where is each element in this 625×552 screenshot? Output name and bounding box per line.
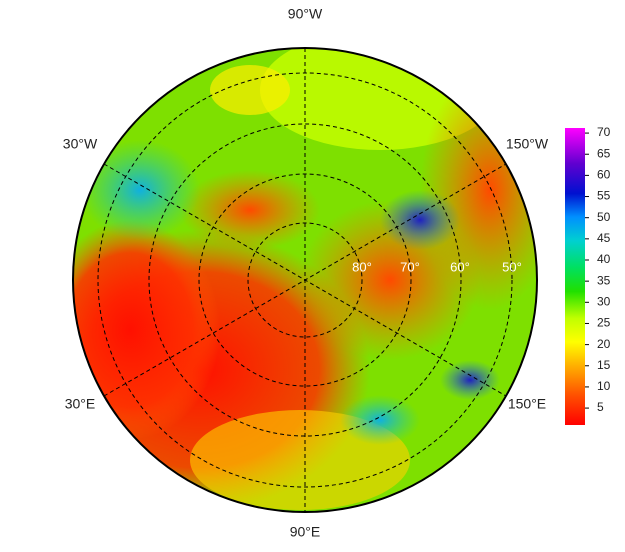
colorbar-tick-label: 50 — [597, 210, 611, 224]
latitude-label: 50° — [502, 259, 522, 274]
colorbar-tick-label: 40 — [597, 252, 611, 266]
colorbar-tick-label: 15 — [597, 358, 611, 372]
colorbar-tick-label: 60 — [597, 168, 611, 182]
colorbar-tick-label: 35 — [597, 273, 611, 287]
longitude-label: 30°W — [63, 136, 98, 152]
latitude-label: 80° — [352, 259, 372, 274]
longitude-label: 90°E — [290, 524, 321, 540]
colorbar-tick-label: 65 — [597, 146, 611, 160]
map-border — [72, 47, 538, 513]
graticule — [97, 48, 513, 512]
heatmap — [73, 48, 537, 512]
longitude-label: 150°W — [506, 136, 549, 152]
colorbar-tick-label: 30 — [597, 294, 611, 308]
colorbar-tick-label: 20 — [597, 337, 611, 351]
longitude-label: 150°E — [508, 396, 546, 412]
colorbar-tick-label: 70 — [597, 125, 611, 139]
colorbar — [565, 128, 585, 425]
colorbar-tick-label: 10 — [597, 379, 611, 393]
colorbar-tick-label: 25 — [597, 316, 611, 330]
latitude-label: 70° — [400, 259, 420, 274]
colorbar-tick-label: 45 — [597, 231, 611, 245]
longitude-label: 30°E — [65, 396, 96, 412]
latitude-label: 60° — [450, 259, 470, 274]
colorbar-tick-label: 5 — [597, 400, 604, 414]
longitude-label: 90°W — [288, 6, 323, 22]
colorbar-tick-label: 55 — [597, 189, 611, 203]
